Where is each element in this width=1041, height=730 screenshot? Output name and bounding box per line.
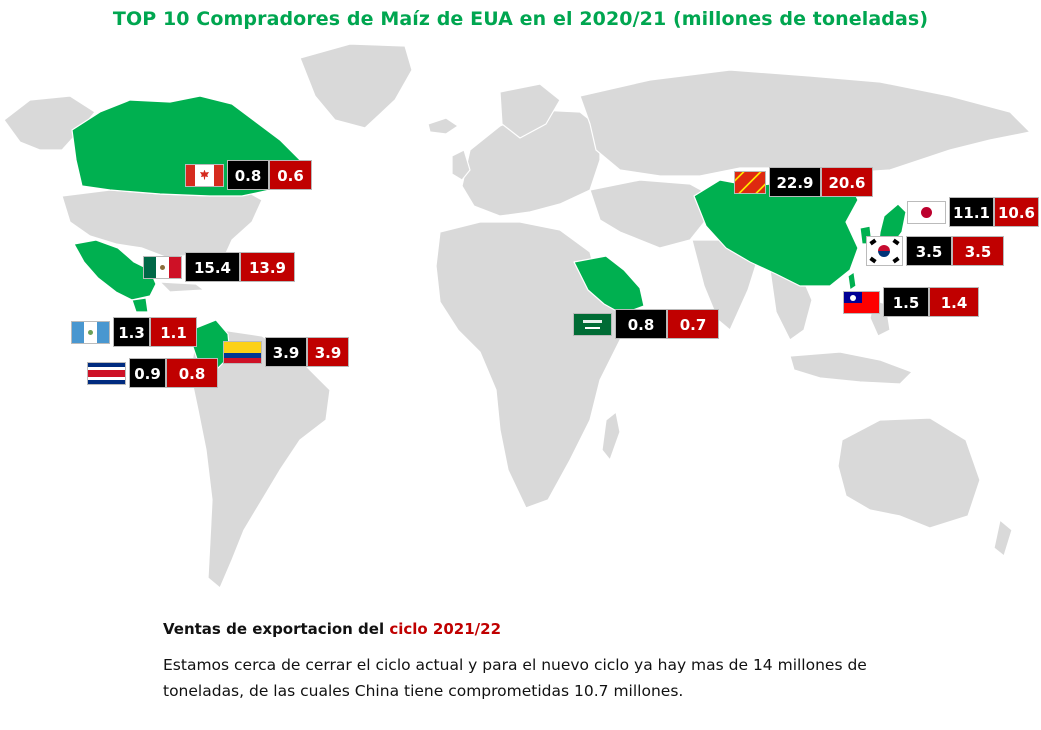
value-box-red: 13.9: [240, 252, 295, 282]
label-saudi-arabia: 0.8 0.7: [574, 309, 719, 339]
land-madagascar: [601, 411, 621, 461]
label-costa-rica: 0.9 0.8: [88, 358, 218, 388]
south-korea-flag: [867, 237, 902, 265]
value-box-black: 0.9: [129, 358, 166, 388]
label-guatemala: 1.3 1.1: [72, 317, 197, 347]
china-flag: [735, 171, 765, 193]
value-box-red: 3.9: [307, 337, 349, 367]
value-box-black: 0.8: [227, 160, 269, 190]
colombia-flag: [224, 341, 261, 363]
value-box-black: 11.1: [949, 197, 994, 227]
land-indonesia: [789, 351, 913, 385]
country-saudi-arabia: [573, 255, 645, 315]
label-colombia: 3.9 3.9: [224, 337, 349, 367]
guatemala-flag: [72, 321, 109, 343]
value-box-red: 10.6: [994, 197, 1039, 227]
footer-heading-prefix: Ventas de exportacion del: [163, 620, 390, 638]
value-box-red: 3.5: [952, 236, 1004, 266]
value-box-red: 0.6: [269, 160, 312, 190]
land-africa: [435, 221, 631, 509]
land-iceland: [427, 117, 459, 135]
land-new-zealand: [993, 519, 1013, 557]
canada-flag: [186, 164, 223, 186]
country-guatemala: [131, 297, 149, 313]
value-box-black: 15.4: [185, 252, 240, 282]
value-box-black: 3.9: [265, 337, 307, 367]
label-japan: 11.1 10.6: [908, 197, 1039, 227]
label-taiwan: 1.5 1.4: [844, 287, 979, 317]
japan-flag: [908, 201, 945, 223]
land-greenland: [299, 43, 413, 129]
footer-heading: Ventas de exportacion del ciclo 2021/22: [163, 620, 883, 638]
label-china: 22.9 20.6: [735, 167, 873, 197]
value-box-black: 1.5: [883, 287, 929, 317]
footer-body: Estamos cerca de cerrar el ciclo actual …: [163, 656, 867, 700]
value-box-red: 1.4: [929, 287, 979, 317]
land-australia: [837, 417, 981, 529]
value-box-black: 22.9: [769, 167, 821, 197]
mexico-flag: [144, 256, 181, 278]
value-box-red: 20.6: [821, 167, 873, 197]
land-scandinavia: [499, 83, 561, 139]
value-box-black: 3.5: [906, 236, 952, 266]
world-map: [3, 43, 1031, 589]
label-mexico: 15.4 13.9: [144, 252, 295, 282]
value-box-red: 0.7: [667, 309, 719, 339]
country-taiwan: [847, 271, 857, 291]
saudi-arabia-flag: [574, 313, 611, 335]
land-caribbean: [159, 281, 205, 293]
land-central-asia: [589, 179, 713, 249]
footer-note: Ventas de exportacion del ciclo 2021/22 …: [163, 620, 883, 704]
value-box-black: 1.3: [113, 317, 150, 347]
value-box-red: 0.8: [166, 358, 218, 388]
value-box-red: 1.1: [150, 317, 197, 347]
land-uk: [451, 149, 471, 181]
costa-rica-flag: [88, 362, 125, 384]
footer-heading-highlight: ciclo 2021/22: [389, 620, 502, 638]
label-south-korea: 3.5 3.5: [867, 236, 1004, 266]
map-title: TOP 10 Compradores de Maíz de EUA en el …: [112, 8, 929, 30]
land-russia: [579, 69, 1031, 177]
country-mexico: [73, 239, 157, 301]
value-box-black: 0.8: [615, 309, 667, 339]
taiwan-flag: [844, 291, 879, 313]
label-canada: 0.8 0.6: [186, 160, 312, 190]
